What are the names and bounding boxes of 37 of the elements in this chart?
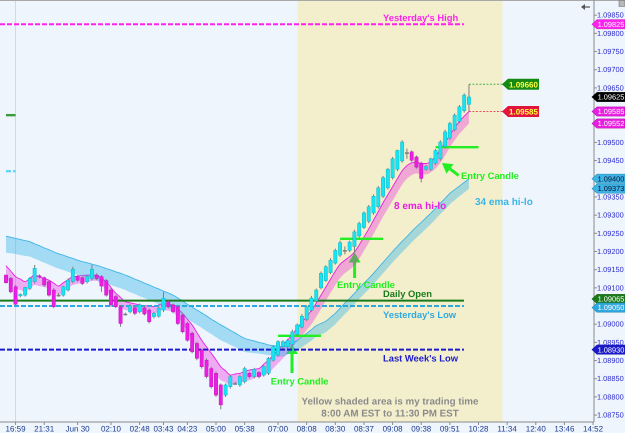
- x-tick-label: 08:30: [325, 424, 346, 433]
- x-tick-label: 09:38: [411, 424, 432, 433]
- x-tick-label: 05:38: [234, 424, 256, 433]
- candlestick: [404, 148, 409, 160]
- x-tick-label: 04:23: [177, 424, 198, 433]
- x-tick-label: 03:43: [153, 424, 174, 433]
- x-tick-label: 08:08: [296, 424, 318, 433]
- candlestick: [138, 302, 142, 314]
- x-tick-label: 07:00: [268, 424, 289, 433]
- ref-line-label: Yesterday's Low: [383, 309, 457, 320]
- annotation: 1.09585: [509, 108, 539, 117]
- x-tick-label: 21:31: [34, 424, 55, 433]
- ref-line-label: Yesterday's High: [383, 12, 458, 23]
- x-tick-label: 02:10: [100, 424, 122, 433]
- candlestick: [132, 306, 137, 316]
- x-tick-label: 11:34: [497, 424, 518, 433]
- candlestick: [252, 367, 256, 379]
- ref-line-label: Last Week's Low: [383, 352, 459, 364]
- ref-line-label: Daily Open: [383, 288, 432, 300]
- annotation: Entry Candle: [270, 376, 329, 386]
- x-tick-label: 02:48: [130, 424, 150, 433]
- annotation: Entry Candle: [337, 279, 395, 290]
- x-tick-label: 08:37: [354, 424, 375, 433]
- candlestick: [128, 304, 132, 314]
- annotation: Yellow shaded area is my trading time 8:00 AM EST to 11:30 PM EST: [302, 396, 480, 420]
- annotation: 1.09660: [509, 80, 539, 90]
- x-tick-label: 05:00: [206, 424, 227, 433]
- x-tick-label: 09:51: [440, 424, 460, 433]
- x-tick-label: 13:46: [554, 424, 575, 433]
- x-tick-label: 16:59: [6, 424, 26, 433]
- x-tick-label: 09:08: [382, 424, 404, 433]
- annotation: Entry Candle: [461, 170, 519, 181]
- x-tick-label: 14:52: [583, 424, 604, 433]
- series-label: 34 ema hi-lo: [475, 197, 533, 208]
- x-tick-label: 12:40: [526, 424, 546, 433]
- x-tick-label: 10:28: [468, 424, 490, 433]
- x-tick-label: Jun 30: [66, 424, 90, 433]
